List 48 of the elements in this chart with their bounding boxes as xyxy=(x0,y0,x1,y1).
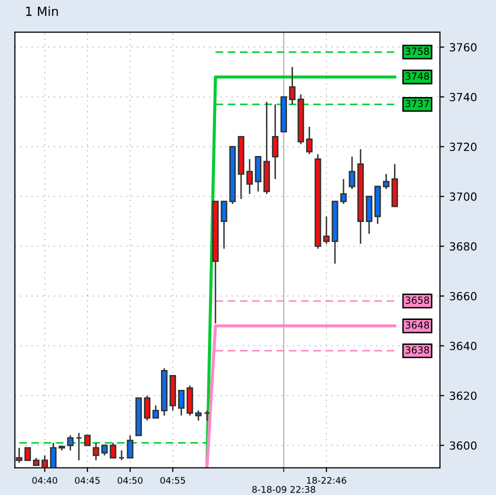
candlestick xyxy=(195,410,202,422)
x-tick-label: 04:50 xyxy=(118,476,143,484)
candlestick xyxy=(272,104,278,180)
x-tick-label: 18-22:46 xyxy=(307,476,346,484)
data-label: 3638 xyxy=(406,346,430,354)
x-tick-label: 04:55 xyxy=(160,476,186,484)
y-tick-label: 3700 xyxy=(450,192,477,201)
candlestick xyxy=(178,390,185,416)
candlestick xyxy=(126,434,134,459)
data-label: 3658 xyxy=(406,296,430,304)
candlestick xyxy=(76,432,82,462)
data-label: 3648 xyxy=(406,321,430,329)
candlestick xyxy=(67,434,74,452)
data-label: 3758 xyxy=(406,48,430,55)
y-tick-label: 3640 xyxy=(450,342,477,350)
y-tick-label: 3620 xyxy=(450,392,477,400)
candlestick xyxy=(204,410,210,422)
candlestick xyxy=(246,158,253,195)
y-tick-label: 3740 xyxy=(450,92,477,102)
y-tick-label: 3720 xyxy=(450,142,477,152)
candlestick xyxy=(92,442,100,462)
candlestick xyxy=(24,447,31,462)
candlestick xyxy=(306,126,313,155)
y-tick-label: 3600 xyxy=(450,441,477,450)
x-tick-label: 04:40 xyxy=(32,476,58,484)
candlestick xyxy=(323,216,330,244)
candlestick xyxy=(110,442,116,459)
y-tick-label: 3660 xyxy=(450,292,477,300)
candlestick xyxy=(84,434,91,446)
candlestick xyxy=(340,178,347,205)
x-tick-label: 8-18-09 22:38 xyxy=(252,486,316,493)
candlestick xyxy=(144,394,150,422)
candlestick xyxy=(50,442,57,468)
candlestick xyxy=(16,447,22,464)
x-tick-label: 04:45 xyxy=(75,476,100,484)
candlestick xyxy=(348,156,356,190)
candlestick xyxy=(289,66,296,106)
candlestick xyxy=(101,444,108,456)
data-label: 3737 xyxy=(406,100,429,108)
y-tick-label: 3680 xyxy=(450,242,477,251)
candlestick xyxy=(152,404,159,419)
candlestick xyxy=(118,450,125,462)
data-label: 3748 xyxy=(406,72,430,80)
candlestick xyxy=(42,454,48,468)
chart-title: 1 Min xyxy=(26,6,58,16)
y-tick-label: 3760 xyxy=(450,43,477,52)
candlestick xyxy=(382,173,390,190)
candlestick xyxy=(220,200,228,250)
